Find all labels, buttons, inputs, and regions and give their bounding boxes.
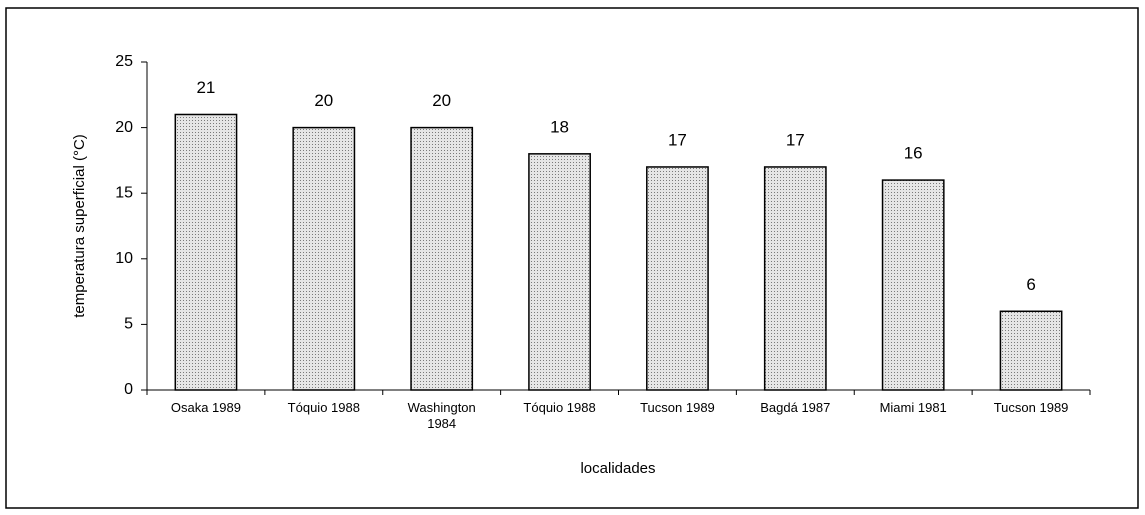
y-tick-label: 15 bbox=[115, 184, 133, 201]
bar bbox=[410, 126, 474, 391]
x-tick-label: Tucson 1989 bbox=[640, 400, 715, 415]
data-label: 16 bbox=[904, 144, 923, 163]
bar bbox=[999, 310, 1063, 391]
x-tick-label: Tóquio 1988 bbox=[523, 400, 596, 415]
y-tick-label: 20 bbox=[115, 119, 133, 136]
data-label: 21 bbox=[196, 78, 215, 97]
x-tick-label: Tóquio 1988 bbox=[287, 400, 360, 415]
bar bbox=[881, 179, 945, 391]
bar bbox=[646, 166, 709, 391]
y-axis-label: temperatura superficial (°C) bbox=[71, 134, 88, 318]
y-tick-label: 25 bbox=[115, 53, 133, 70]
x-tick-label: Washington 1984 bbox=[407, 400, 476, 431]
y-tick-label: 0 bbox=[124, 381, 133, 398]
data-label: 17 bbox=[786, 130, 805, 149]
bar bbox=[292, 126, 356, 391]
data-label: 20 bbox=[314, 91, 333, 110]
y-tick-label: 5 bbox=[124, 316, 133, 333]
data-label: 18 bbox=[550, 117, 569, 136]
x-tick-label: Miami 1981 bbox=[879, 400, 947, 415]
y-tick-label: 10 bbox=[115, 250, 133, 267]
x-axis-label: localidades bbox=[580, 460, 655, 477]
bar bbox=[174, 113, 238, 391]
x-tick-label: Tucson 1989 bbox=[993, 400, 1069, 415]
data-label: 17 bbox=[668, 130, 687, 149]
chart-frame bbox=[5, 7, 1139, 509]
data-label: 20 bbox=[432, 91, 451, 110]
bar bbox=[528, 153, 591, 391]
x-tick-label: Bagdá 1987 bbox=[760, 400, 831, 415]
bar bbox=[763, 166, 827, 391]
x-tick-label: Osaka 1989 bbox=[170, 400, 241, 415]
data-label: 6 bbox=[1026, 275, 1035, 294]
